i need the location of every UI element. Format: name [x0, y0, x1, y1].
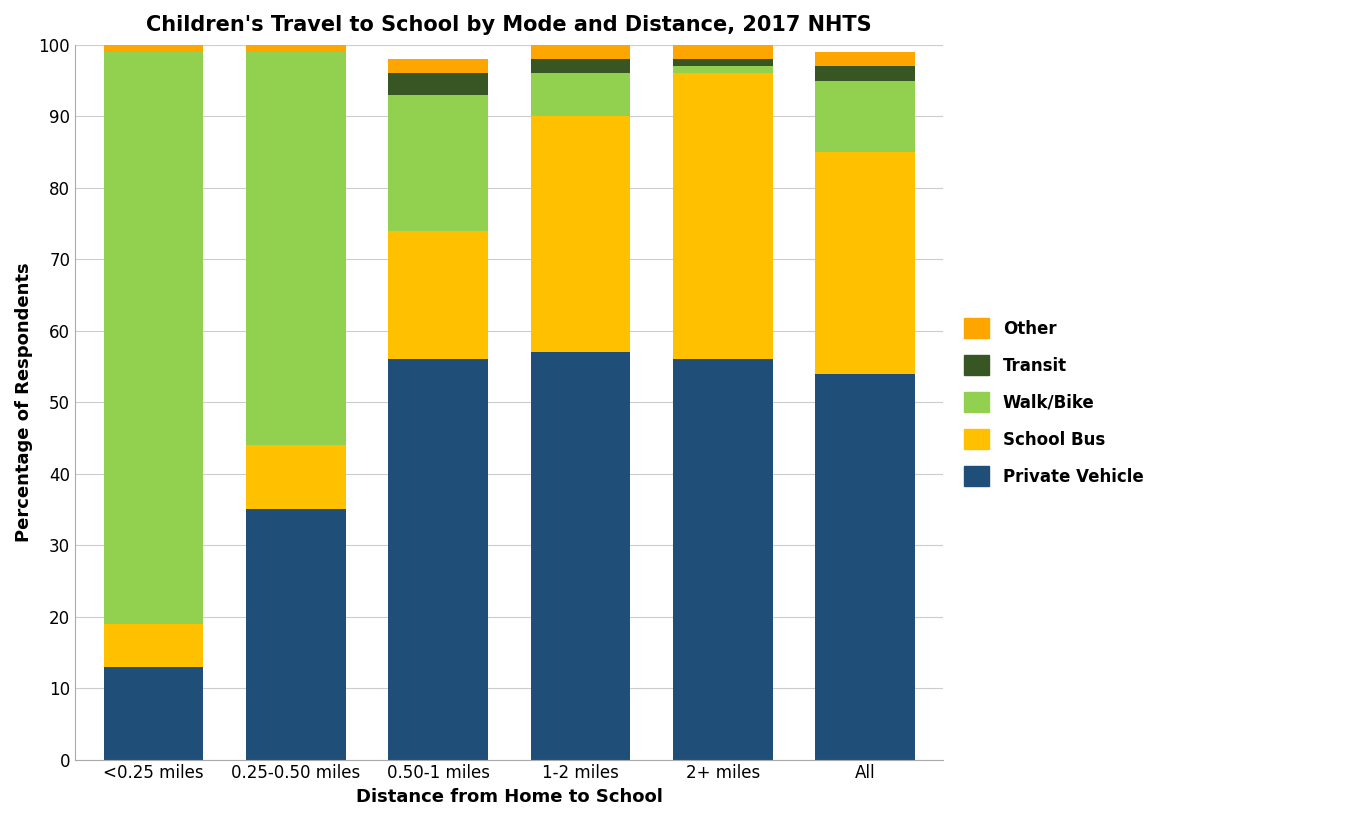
Bar [104, 624, 202, 667]
Bar [815, 374, 915, 759]
Bar [389, 59, 487, 73]
Bar [815, 67, 915, 80]
Y-axis label: Percentage of Respondents: Percentage of Respondents [15, 263, 32, 542]
Bar [389, 360, 487, 759]
Bar [531, 45, 630, 59]
Bar [246, 445, 346, 510]
X-axis label: Distance from Home to School: Distance from Home to School [356, 788, 663, 806]
Bar [815, 52, 915, 67]
Bar [104, 667, 202, 759]
Bar [672, 67, 772, 73]
Bar [815, 152, 915, 374]
Bar [389, 95, 487, 231]
Bar [672, 45, 772, 59]
Bar [672, 73, 772, 360]
Bar [104, 45, 202, 52]
Bar [531, 73, 630, 117]
Bar [815, 80, 915, 152]
Legend: Other, Transit, Walk/Bike, School Bus, Private Vehicle: Other, Transit, Walk/Bike, School Bus, P… [956, 310, 1152, 495]
Bar [672, 360, 772, 759]
Bar [104, 52, 202, 624]
Bar [531, 352, 630, 759]
Bar [531, 117, 630, 352]
Bar [246, 52, 346, 445]
Bar [672, 59, 772, 67]
Bar [389, 73, 487, 95]
Bar [389, 231, 487, 360]
Bar [246, 45, 346, 52]
Title: Children's Travel to School by Mode and Distance, 2017 NHTS: Children's Travel to School by Mode and … [146, 15, 872, 35]
Bar [246, 510, 346, 759]
Bar [531, 59, 630, 73]
